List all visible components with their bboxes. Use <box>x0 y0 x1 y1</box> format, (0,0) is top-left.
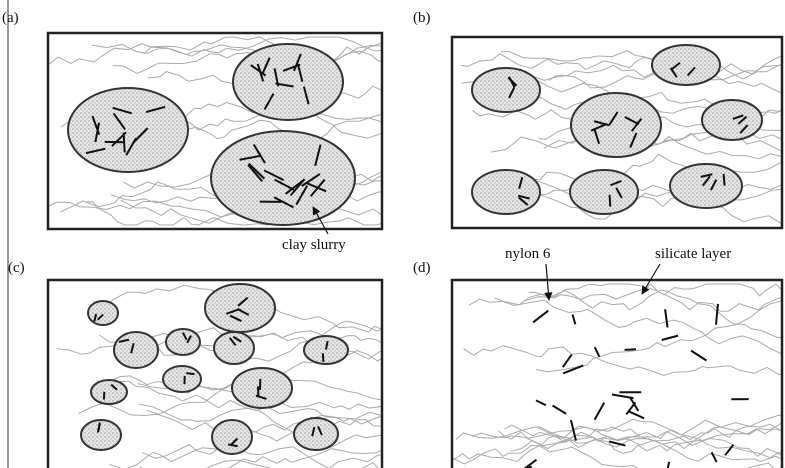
silicate-layer <box>612 395 634 399</box>
figure: (a) (b) (c) (d) clay slurry nylon 6 sili… <box>0 0 785 468</box>
silicate-layer <box>573 314 576 324</box>
clay-tactoid <box>304 336 348 364</box>
panel-label: (a) <box>2 10 19 26</box>
clay-tactoid <box>163 366 201 392</box>
clay-tactoid <box>114 332 158 368</box>
silicate-layer <box>712 452 717 462</box>
panel-label: (b) <box>413 10 431 26</box>
clay-tactoid <box>570 170 638 214</box>
clay-tactoid <box>68 88 188 172</box>
clay-tactoid <box>232 368 292 408</box>
arrow <box>546 264 549 300</box>
polymer-chain <box>142 445 392 468</box>
clay-tactoid <box>472 170 540 214</box>
polymer-chain <box>520 189 785 219</box>
silicate-layer <box>724 174 725 186</box>
silicate-layer <box>323 353 324 362</box>
silicate-layer <box>258 386 259 397</box>
silicate-layer <box>628 411 644 418</box>
annotation: nylon 6 <box>505 246 551 262</box>
panel <box>453 284 785 468</box>
clay-tactoid <box>294 418 338 450</box>
silicate-layer <box>725 445 733 455</box>
panel <box>57 284 394 468</box>
polymer-chain <box>494 298 784 356</box>
panel-label: (d) <box>413 260 431 276</box>
clay-tactoid <box>670 164 742 208</box>
polymer-chain <box>453 446 785 468</box>
clay-tactoid <box>81 420 121 450</box>
annotation: clay slurry <box>282 237 346 253</box>
silicate-layer <box>625 349 636 350</box>
silicate-layer <box>610 195 611 207</box>
clay-tactoid <box>212 420 252 454</box>
silicate-layer <box>691 351 706 361</box>
clay-tactoid <box>205 284 275 332</box>
polymer-chain <box>48 37 394 65</box>
silicate-layer <box>662 336 678 340</box>
silicate-layer <box>664 462 669 468</box>
panel <box>48 37 394 225</box>
polymer-chain <box>464 346 785 376</box>
silicate-layer <box>536 400 546 405</box>
silicate-layer <box>533 311 548 323</box>
panel <box>461 45 785 224</box>
panel-label: (c) <box>8 260 25 276</box>
silicate-layer <box>595 347 600 356</box>
silicate-layer <box>186 373 194 374</box>
polymer-chain <box>501 51 785 74</box>
clay-tactoid <box>472 68 540 112</box>
polymer-chain <box>139 404 385 449</box>
clay-tactoid <box>211 131 355 225</box>
clay-tactoid <box>88 301 118 325</box>
silicate-layer <box>665 309 667 327</box>
clay-tactoid <box>233 44 343 120</box>
silicate-layer <box>98 422 99 431</box>
polymer-chain <box>529 290 785 337</box>
clay-tactoid <box>91 380 127 404</box>
clay-tactoid <box>652 45 720 85</box>
clay-tactoid <box>702 100 762 140</box>
clay-tactoid <box>571 93 661 157</box>
silicate-layer <box>563 355 572 368</box>
silicate-layer <box>595 403 605 420</box>
silicate-layer <box>553 405 567 413</box>
annotation: silicate layer <box>655 246 731 262</box>
silicate-layer <box>519 460 537 468</box>
polymer-chain <box>524 284 784 301</box>
